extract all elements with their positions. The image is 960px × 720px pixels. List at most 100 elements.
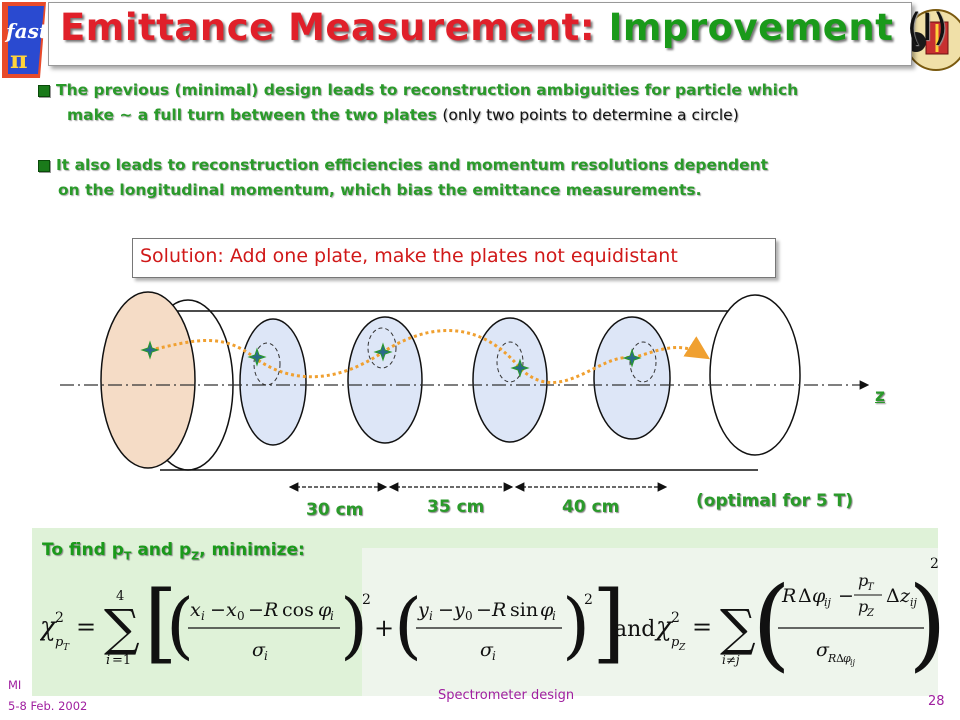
svg-text:Z: Z [678, 643, 686, 653]
and-word: and [614, 617, 655, 642]
svg-text:2: 2 [930, 556, 939, 572]
bullet-2-line-2: on the longitudinal momentum, which bias… [58, 181, 702, 199]
svg-text:R: R [491, 599, 506, 621]
svg-text:φ: φ [540, 599, 554, 621]
svg-text:Δ: Δ [886, 585, 900, 607]
svg-text:ij: ij [824, 596, 832, 609]
svg-text:4: 4 [116, 589, 124, 604]
svg-text:i: i [106, 653, 110, 668]
svg-text:=: = [692, 613, 712, 641]
svg-text:χ: χ [654, 612, 674, 642]
svg-text:p: p [858, 597, 868, 616]
footer-event: MI [8, 678, 22, 692]
svg-text:R: R [827, 652, 836, 665]
bullet-square-icon [38, 159, 50, 172]
svg-text:i: i [492, 649, 496, 663]
svg-text:sin: sin [510, 599, 538, 621]
footer-topic: Spectrometer design [438, 688, 575, 703]
svg-text:): ) [908, 565, 940, 682]
svg-text:σ: σ [252, 639, 266, 661]
svg-text:(: ( [394, 583, 422, 667]
plate-1 [100, 291, 196, 469]
page-title: Emittance Measurement: Improvement (I) [60, 6, 948, 49]
svg-text:Z: Z [866, 608, 875, 619]
svg-text:R: R [263, 599, 278, 621]
z-axis-label: z [875, 386, 885, 406]
solution-text: Solution: Add one plate, make the plates… [140, 245, 678, 267]
svg-text:i: i [552, 609, 556, 623]
svg-text:σ: σ [480, 639, 494, 661]
svg-text:]: ] [592, 573, 626, 673]
fast-logo: fast π [2, 2, 49, 78]
hit-star [510, 358, 530, 378]
spectrometer-diagram [60, 291, 870, 492]
svg-text:T: T [867, 582, 875, 593]
title-box [48, 2, 912, 66]
svg-text:cos: cos [282, 599, 314, 621]
bullet-square-icon [38, 84, 50, 97]
svg-text:−: − [476, 599, 492, 621]
title-part-emittance: Emittance Measurement: [60, 6, 596, 49]
hit-region [367, 327, 397, 369]
svg-text:+: + [374, 614, 394, 642]
svg-text:x: x [226, 599, 237, 621]
svg-text:z: z [899, 585, 911, 607]
svg-text:i: i [330, 609, 334, 623]
svg-text:): ) [562, 583, 590, 667]
svg-text:i≠j: i≠j [722, 653, 740, 667]
svg-text:2: 2 [362, 592, 371, 608]
svg-text:R: R [781, 585, 796, 607]
svg-text:Δ: Δ [798, 585, 812, 607]
svg-text:−: − [838, 585, 854, 607]
svg-text:−: − [248, 599, 264, 621]
cylinder-end-rim [709, 294, 801, 456]
svg-text:σ: σ [816, 639, 830, 661]
svg-text:[: [ [144, 573, 178, 673]
svg-text:x: x [190, 599, 201, 621]
svg-text:i: i [264, 649, 268, 663]
svg-text:φ: φ [812, 585, 826, 607]
optimal-note: (optimal for 5 T) [696, 491, 853, 511]
svg-text:−: − [438, 599, 454, 621]
plate-5 [593, 316, 671, 440]
svg-text:T: T [63, 643, 70, 653]
title-part-number: (I) [906, 6, 949, 49]
svg-text:(: ( [752, 565, 791, 682]
distance-label-3: 40 cm [562, 497, 620, 517]
svg-text:2: 2 [584, 592, 593, 608]
svg-text:π: π [10, 45, 28, 74]
bullet-2-line-1: It also leads to reconstruction efficien… [38, 153, 768, 178]
svg-text:fast: fast [4, 19, 49, 43]
svg-text:φ: φ [843, 652, 851, 665]
svg-text:p: p [55, 635, 64, 650]
svg-text:=1: =1 [112, 653, 131, 668]
svg-text:∑: ∑ [104, 599, 140, 657]
svg-text:p: p [858, 571, 868, 590]
svg-text:): ) [340, 583, 368, 667]
hit-star [247, 347, 267, 367]
hit-star [373, 342, 393, 362]
svg-text:p: p [671, 635, 680, 650]
svg-text:χ: χ [40, 612, 58, 642]
svg-text:i: i [201, 609, 205, 623]
svg-text:2: 2 [55, 610, 64, 626]
formula-panel [362, 548, 938, 696]
plate-2 [239, 318, 307, 446]
plate-4 [472, 317, 548, 443]
svg-text:=: = [76, 613, 96, 641]
solution-box [132, 238, 776, 278]
footer-date: 5-8 Feb. 2002 [8, 699, 88, 713]
plate-3 [347, 316, 423, 444]
svg-text:−: − [210, 599, 226, 621]
hit-star [140, 340, 160, 360]
svg-text:Δ: Δ [836, 652, 844, 665]
distance-label-1: 30 cm [306, 500, 364, 520]
svg-text:∑: ∑ [720, 599, 756, 657]
bullet-1-line-1: The previous (minimal) design leads to r… [38, 78, 798, 103]
svg-text:φ: φ [318, 599, 332, 621]
svg-text:(: ( [166, 583, 194, 667]
svg-text:i: i [429, 609, 433, 623]
svg-text:y: y [417, 599, 429, 621]
title-part-improvement: Improvement [608, 6, 894, 49]
svg-text:ij: ij [910, 596, 918, 609]
